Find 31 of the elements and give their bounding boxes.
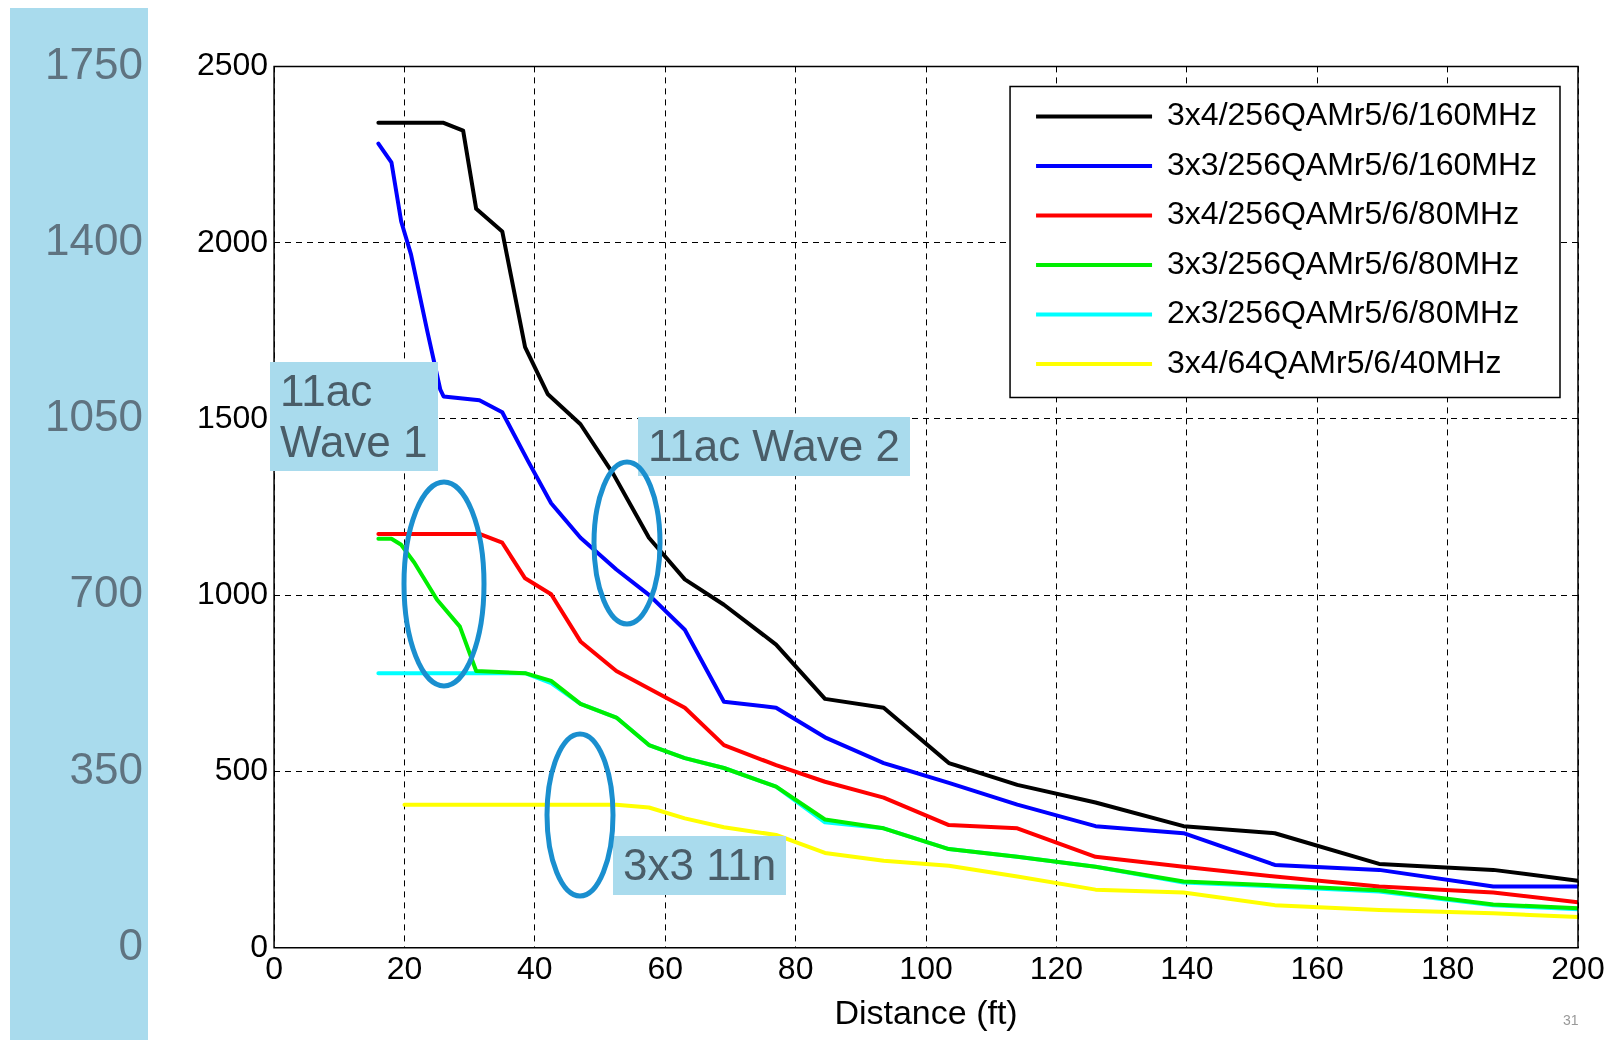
y-tick-label: 1000 — [196, 575, 269, 612]
y-tick-label: 2500 — [196, 46, 269, 83]
x-tick-label: 120 — [1029, 949, 1084, 986]
y2-tick-label: 1750 — [44, 38, 143, 88]
legend-label: 2x3/256QAMr5/6/80MHz — [1167, 294, 1520, 331]
x-tick-label: 140 — [1160, 949, 1214, 986]
annotation: 11ac Wave 2 — [638, 417, 910, 476]
legend-label: 3x4/256QAMr5/6/80MHz — [1167, 195, 1520, 232]
x-tick-label: 160 — [1290, 949, 1344, 986]
y2-tick-label: 1050 — [44, 391, 143, 441]
x-tick-label: 100 — [899, 949, 953, 986]
legend-label: 3x3/256QAMr5/6/160MHz — [1167, 145, 1537, 182]
y-tick-label: 1500 — [196, 398, 269, 435]
y2-tick-label: 1400 — [44, 214, 143, 264]
x-tick-label: 40 — [517, 949, 553, 986]
x-tick-label: 60 — [647, 949, 684, 986]
text: 31 — [1563, 1012, 1579, 1028]
y-tick-label: 500 — [214, 751, 269, 788]
annotation: 3x3 11n — [613, 836, 787, 895]
x-tick-label: 80 — [777, 949, 814, 986]
x-tick-label: 200 — [1551, 949, 1605, 986]
x-tick-label: 20 — [386, 949, 423, 986]
y2-tick-label: 350 — [69, 743, 143, 793]
x-tick-label: 180 — [1420, 949, 1475, 986]
x-axis-title: Distance (ft) — [834, 992, 1018, 1031]
annotation: 11ac Wave 1 — [270, 362, 438, 472]
legend-label: 3x4/256QAMr5/6/160MHz — [1167, 96, 1537, 133]
y-tick-label: 2000 — [196, 222, 269, 259]
legend-label: 3x4/64QAMr5/6/40MHz — [1167, 343, 1502, 380]
legend-label: 3x3/256QAMr5/6/80MHz — [1167, 244, 1520, 281]
y2-tick-label: 700 — [69, 567, 143, 617]
